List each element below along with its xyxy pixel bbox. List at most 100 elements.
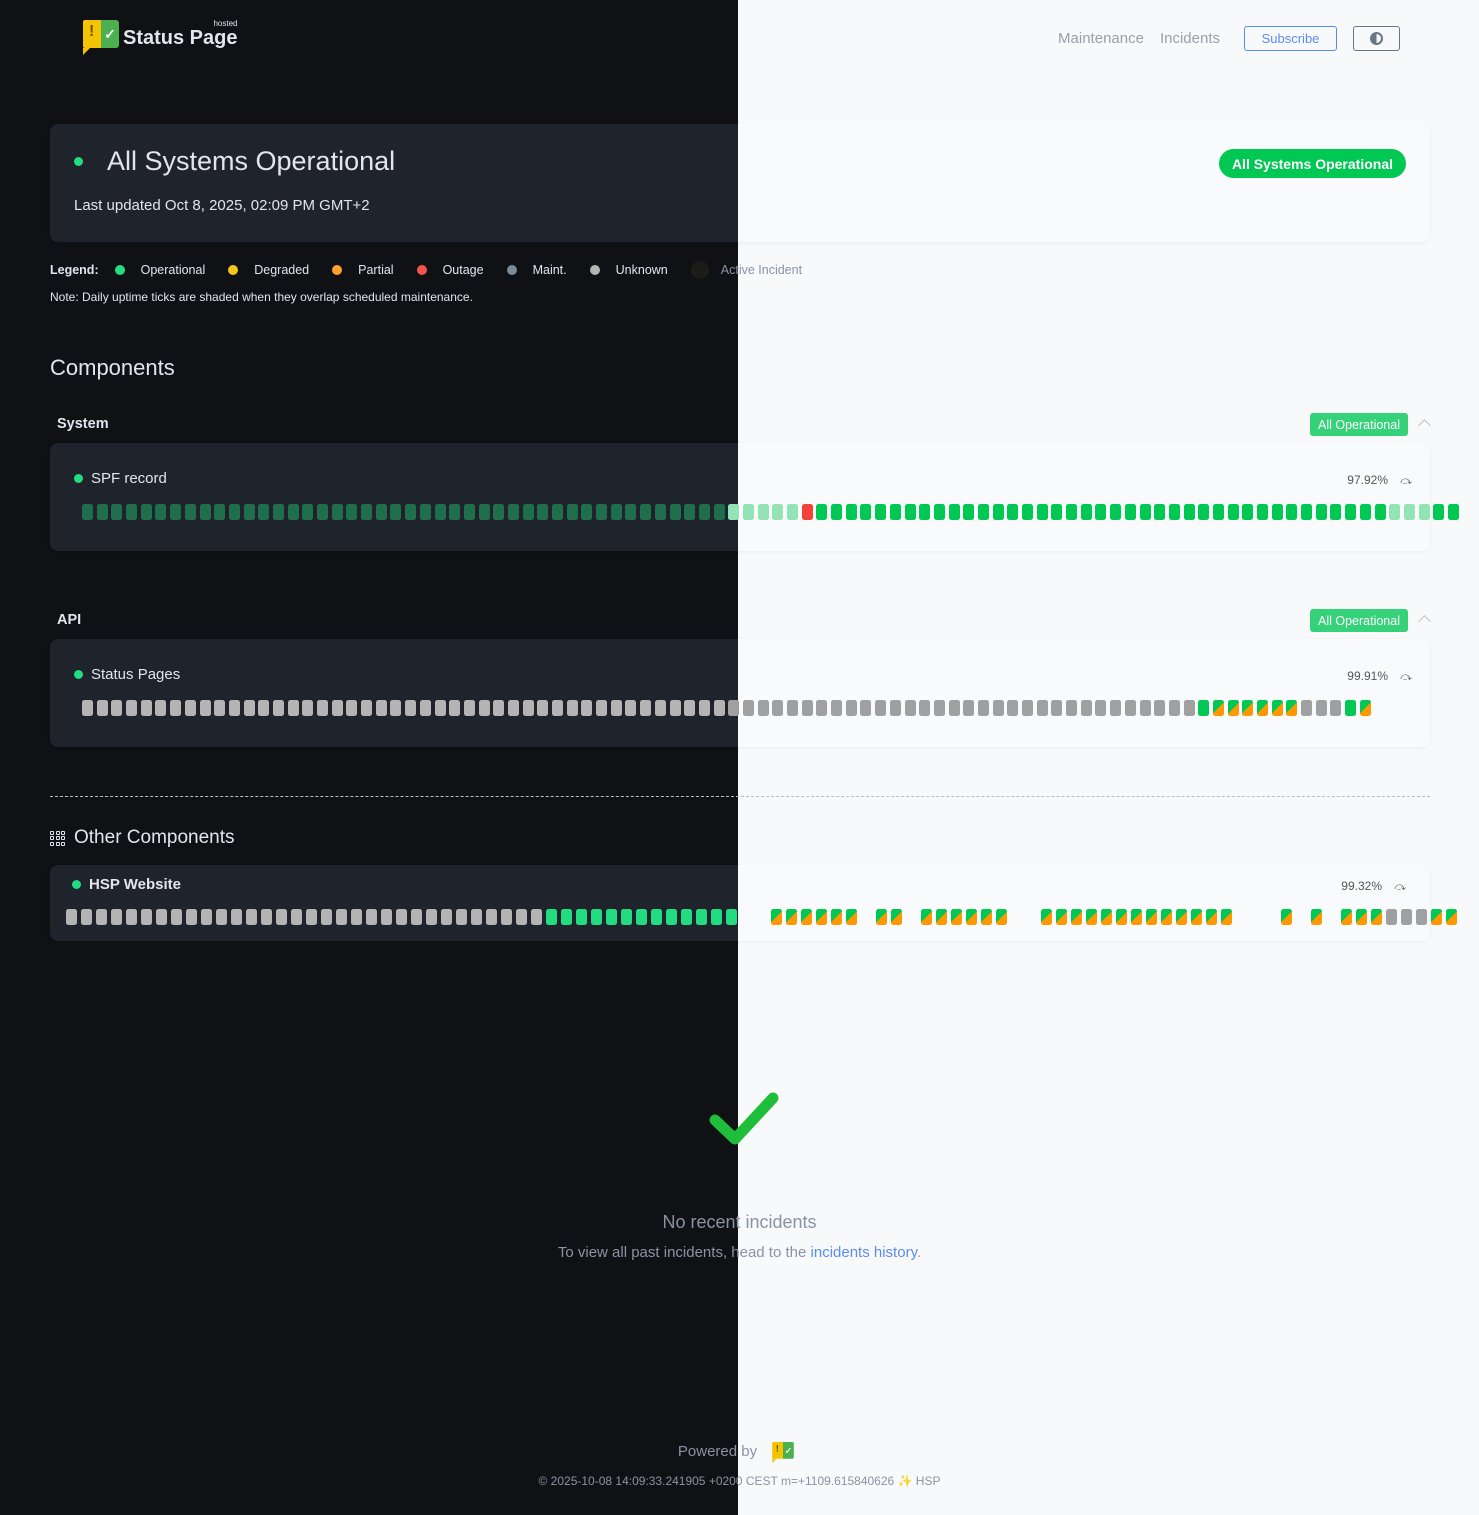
uptime-tick[interactable] xyxy=(287,700,299,716)
uptime-tick[interactable] xyxy=(522,504,534,520)
uptime-tick[interactable] xyxy=(396,909,407,925)
uptime-tick[interactable] xyxy=(977,700,989,716)
uptime-tick[interactable] xyxy=(1286,504,1298,520)
uptime-tick[interactable] xyxy=(507,504,519,520)
uptime-tick[interactable] xyxy=(621,909,632,925)
uptime-tick[interactable] xyxy=(1446,909,1457,925)
uptime-tick[interactable] xyxy=(966,909,977,925)
uptime-tick[interactable] xyxy=(381,909,392,925)
uptime-tick[interactable] xyxy=(1315,504,1327,520)
uptime-tick[interactable] xyxy=(1341,909,1352,925)
uptime-tick[interactable] xyxy=(1236,909,1247,925)
uptime-tick[interactable] xyxy=(846,909,857,925)
uptime-tick[interactable] xyxy=(82,700,93,716)
uptime-tick[interactable] xyxy=(336,909,347,925)
uptime-tick[interactable] xyxy=(742,504,754,520)
uptime-tick[interactable] xyxy=(1431,909,1442,925)
uptime-tick[interactable] xyxy=(449,504,461,520)
uptime-tick[interactable] xyxy=(1036,504,1048,520)
uptime-tick[interactable] xyxy=(845,700,857,716)
uptime-tick[interactable] xyxy=(576,909,587,925)
uptime-tick[interactable] xyxy=(889,504,901,520)
uptime-tick[interactable] xyxy=(1124,504,1136,520)
uptime-tick[interactable] xyxy=(493,700,505,716)
uptime-tick[interactable] xyxy=(516,909,527,925)
uptime-tick[interactable] xyxy=(654,504,666,520)
uptime-tick[interactable] xyxy=(1221,909,1232,925)
uptime-tick[interactable] xyxy=(741,909,752,925)
uptime-tick[interactable] xyxy=(1168,700,1180,716)
uptime-tick[interactable] xyxy=(651,909,662,925)
uptime-tick[interactable] xyxy=(201,909,212,925)
uptime-tick[interactable] xyxy=(1359,504,1371,520)
uptime-tick[interactable] xyxy=(411,909,422,925)
uptime-tick[interactable] xyxy=(919,700,931,716)
uptime-tick[interactable] xyxy=(933,504,945,520)
uptime-tick[interactable] xyxy=(681,909,692,925)
uptime-tick[interactable] xyxy=(698,700,710,716)
uptime-tick[interactable] xyxy=(486,909,497,925)
uptime-tick[interactable] xyxy=(1198,504,1210,520)
uptime-tick[interactable] xyxy=(441,909,452,925)
uptime-tick[interactable] xyxy=(1095,504,1107,520)
uptime-tick[interactable] xyxy=(1389,504,1401,520)
uptime-tick[interactable] xyxy=(346,700,358,716)
uptime-tick[interactable] xyxy=(478,504,490,520)
uptime-tick[interactable] xyxy=(111,700,123,716)
uptime-tick[interactable] xyxy=(351,909,362,925)
uptime-tick[interactable] xyxy=(625,700,637,716)
uptime-tick[interactable] xyxy=(478,700,490,716)
uptime-tick[interactable] xyxy=(405,504,417,520)
uptime-tick[interactable] xyxy=(426,909,437,925)
uptime-tick[interactable] xyxy=(948,504,960,520)
uptime-tick[interactable] xyxy=(772,504,784,520)
uptime-tick[interactable] xyxy=(816,700,828,716)
uptime-tick[interactable] xyxy=(276,909,287,925)
uptime-tick[interactable] xyxy=(698,504,710,520)
uptime-tick[interactable] xyxy=(155,700,167,716)
uptime-tick[interactable] xyxy=(981,909,992,925)
uptime-tick[interactable] xyxy=(1257,700,1268,716)
uptime-tick[interactable] xyxy=(375,504,387,520)
uptime-tick[interactable] xyxy=(246,909,257,925)
uptime-tick[interactable] xyxy=(1286,700,1298,716)
uptime-tick[interactable] xyxy=(591,909,602,925)
uptime-tick[interactable] xyxy=(272,700,284,716)
uptime-tick[interactable] xyxy=(1051,504,1063,520)
uptime-tick[interactable] xyxy=(1080,504,1092,520)
uptime-tick[interactable] xyxy=(1433,504,1445,520)
uptime-tick[interactable] xyxy=(419,700,431,716)
uptime-tick[interactable] xyxy=(1227,700,1239,716)
uptime-tick[interactable] xyxy=(757,504,769,520)
uptime-tick[interactable] xyxy=(331,504,343,520)
uptime-tick[interactable] xyxy=(434,700,446,716)
uptime-tick[interactable] xyxy=(875,504,887,520)
uptime-tick[interactable] xyxy=(184,504,196,520)
uptime-tick[interactable] xyxy=(1124,700,1136,716)
uptime-tick[interactable] xyxy=(669,504,681,520)
uptime-tick[interactable] xyxy=(816,504,828,520)
uptime-tick[interactable] xyxy=(1242,504,1254,520)
uptime-tick[interactable] xyxy=(1007,504,1019,520)
uptime-tick[interactable] xyxy=(1401,909,1412,925)
uptime-tick[interactable] xyxy=(669,700,681,716)
uptime-tick[interactable] xyxy=(801,504,813,520)
uptime-tick[interactable] xyxy=(1051,700,1063,716)
uptime-tick[interactable] xyxy=(1080,700,1092,716)
uptime-tick[interactable] xyxy=(471,909,482,925)
uptime-tick[interactable] xyxy=(1041,909,1052,925)
refresh-icon[interactable]: ⤼ xyxy=(1400,475,1412,487)
uptime-tick[interactable] xyxy=(728,700,740,716)
chevron-up-icon[interactable] xyxy=(1418,419,1431,432)
uptime-tick[interactable] xyxy=(361,700,373,716)
uptime-tick[interactable] xyxy=(771,909,782,925)
uptime-tick[interactable] xyxy=(711,909,722,925)
uptime-tick[interactable] xyxy=(1212,700,1224,716)
uptime-tick[interactable] xyxy=(317,700,328,716)
uptime-tick[interactable] xyxy=(317,504,328,520)
uptime-tick[interactable] xyxy=(1007,700,1019,716)
uptime-tick[interactable] xyxy=(933,700,945,716)
uptime-tick[interactable] xyxy=(756,909,767,925)
uptime-tick[interactable] xyxy=(493,504,505,520)
uptime-tick[interactable] xyxy=(449,700,461,716)
